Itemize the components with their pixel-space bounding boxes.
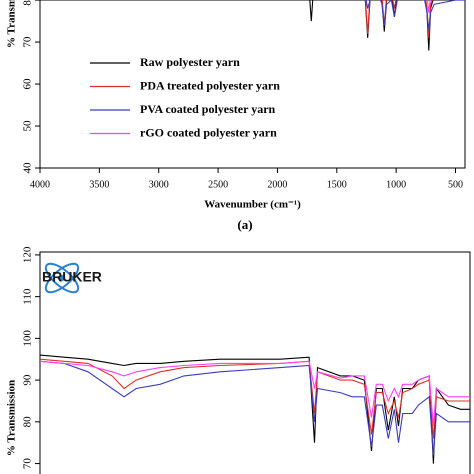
x-tick-label: 3000: [149, 179, 169, 190]
y-axis-label: % Transmission: [6, 380, 18, 456]
y-tick-label: 90: [22, 374, 34, 386]
x-tick-label: 2000: [267, 179, 287, 190]
y-tick-label: 50: [22, 120, 34, 132]
y-tick-label: 70: [22, 36, 34, 48]
caption: (a): [237, 217, 252, 232]
y-tick-label: 80: [22, 416, 34, 428]
spectrum-line: [309, 0, 434, 51]
y-axis-label: % Transmission: [6, 0, 18, 48]
spectrum-line: [365, 0, 433, 38]
spectrum-line: [367, 0, 431, 13]
spectrum-line: [365, 0, 465, 30]
y-tick-label: 100: [22, 330, 34, 347]
bruker-logo: [44, 262, 80, 294]
x-tick-label: 500: [448, 179, 463, 190]
x-tick-label: 1000: [386, 179, 406, 190]
logo-text: BRUKER: [42, 269, 102, 285]
spectrum-line: [40, 360, 470, 456]
y-tick-label: 80: [22, 0, 34, 6]
x-tick-label: 3500: [89, 179, 109, 190]
legend-label: PDA treated polyester yarn: [140, 78, 280, 92]
y-tick-label: 40: [22, 162, 34, 174]
legend-label: PVA coated polyester yarn: [140, 102, 276, 116]
series-group: [309, 0, 465, 51]
legend-label: rGO coated polyester yarn: [140, 125, 277, 139]
y-tick-label: 60: [22, 78, 34, 90]
x-tick-label: 4000: [30, 179, 50, 190]
y-tick-label: 70: [22, 458, 34, 470]
x-tick-label: 1500: [327, 179, 347, 190]
plot-frame: [39, 251, 471, 474]
spectrum-line: [40, 358, 470, 439]
spectrum-line: [40, 360, 470, 427]
y-tick-label: 110: [22, 288, 34, 305]
x-tick-label: 2500: [208, 179, 228, 190]
y-tick-label: 120: [22, 246, 34, 263]
x-axis-label: Wavenumber (cm⁻¹): [204, 199, 301, 211]
series-group: [40, 354, 470, 464]
legend-label: Raw polyester yarn: [140, 55, 240, 69]
